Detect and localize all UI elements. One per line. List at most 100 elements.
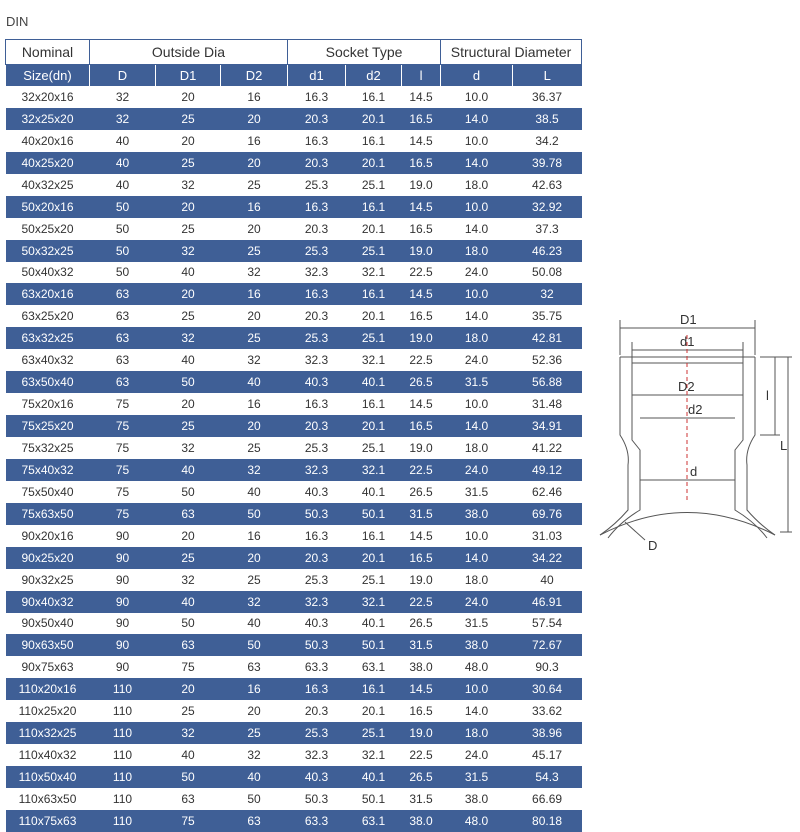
table-row: 40x25x20 40 25 20 20.3 20.1 16.5 14.0 39.78 (5, 151, 582, 174)
cell-D2: 40 (220, 480, 288, 503)
cell-d: 38.0 (440, 502, 513, 525)
cell-D: 110 (89, 809, 156, 832)
cell-d: 14.0 (440, 217, 513, 240)
cell-D: 110 (89, 700, 156, 723)
cell-size: 110x75x63 (5, 809, 90, 832)
cell-d2: 20.1 (345, 217, 402, 240)
cell-d: 14.0 (440, 700, 513, 723)
cell-d1: 32.3 (287, 261, 346, 284)
cell-D: 90 (89, 590, 156, 613)
cell-d: 24.0 (440, 744, 513, 767)
cell-D: 50 (89, 195, 156, 218)
cell-D: 110 (89, 722, 156, 745)
cell-D2: 25 (220, 568, 288, 591)
cell-L: 69.76 (512, 502, 582, 525)
cell-D2: 20 (220, 107, 288, 130)
cell-l: 31.5 (401, 788, 441, 810)
table-row: 110x50x40 110 50 40 40.3 40.1 26.5 31.5 54.3 (5, 766, 582, 788)
cell-d1: 25.3 (287, 437, 346, 459)
cell-l: 14.5 (401, 524, 441, 547)
cell-D2: 32 (220, 458, 288, 481)
cell-d: 31.5 (440, 612, 513, 635)
cell-D2: 32 (220, 590, 288, 613)
cell-d1: 25.3 (287, 239, 346, 262)
body-right-inner (734, 357, 768, 539)
cell-d2: 16.1 (345, 283, 402, 306)
cell-d2: 20.1 (345, 151, 402, 174)
cell-D2: 20 (220, 217, 288, 240)
header-socket-type: Socket Type (286, 39, 442, 65)
cell-D2: 40 (220, 766, 288, 788)
table-row: 110x75x63 110 75 63 63.3 63.1 38.0 48.0 80.18 (5, 809, 582, 832)
table-row: 90x40x32 90 40 32 32.3 32.1 22.5 24.0 46.91 (5, 590, 582, 613)
header-structural-diameter: Structural Diameter (440, 39, 583, 65)
cell-d2: 32.1 (345, 744, 402, 767)
cell-d1: 63.3 (287, 656, 346, 679)
cell-D1: 40 (155, 261, 221, 284)
cell-D: 110 (89, 766, 156, 788)
cell-d1: 32.3 (287, 349, 346, 372)
cell-D2: 63 (220, 656, 288, 679)
cell-D2: 32 (220, 261, 288, 284)
cell-L: 42.63 (512, 173, 582, 196)
cell-d: 48.0 (440, 656, 513, 679)
cell-size: 32x25x20 (5, 107, 90, 130)
cell-l: 22.5 (401, 349, 441, 372)
col-d: d (440, 64, 513, 86)
cell-size: 63x50x40 (5, 371, 90, 394)
cell-l: 14.5 (401, 195, 441, 218)
cell-D1: 63 (155, 502, 221, 525)
cell-size: 50x40x32 (5, 261, 90, 284)
cell-D1: 25 (155, 305, 221, 328)
cell-d: 10.0 (440, 86, 513, 108)
cell-D2: 20 (220, 546, 288, 569)
table-row: 63x20x16 63 20 16 16.3 16.1 14.5 10.0 32 (5, 283, 582, 306)
cell-D: 90 (89, 568, 156, 591)
cell-D1: 40 (155, 590, 221, 613)
cell-d2: 25.1 (345, 327, 402, 350)
cell-D1: 32 (155, 239, 221, 262)
table-row: 75x40x32 75 40 32 32.3 32.1 22.5 24.0 49.12 (5, 458, 582, 481)
cell-d: 24.0 (440, 458, 513, 481)
cell-l: 16.5 (401, 546, 441, 569)
cell-L: 31.48 (512, 393, 582, 416)
cell-size: 110x40x32 (5, 744, 90, 767)
col-D2: D2 (220, 64, 288, 86)
cell-D1: 32 (155, 437, 221, 459)
cell-d1: 16.3 (287, 678, 346, 701)
cell-d2: 20.1 (345, 305, 402, 328)
table-row: 40x20x16 40 20 16 16.3 16.1 14.5 10.0 34.2 (5, 129, 582, 152)
cell-l: 26.5 (401, 766, 441, 788)
cell-D: 63 (89, 371, 156, 394)
cell-d: 18.0 (440, 239, 513, 262)
cell-size: 90x20x16 (5, 524, 90, 547)
table-row: 110x63x50 110 63 50 50.3 50.1 31.5 38.0 66.69 (5, 788, 582, 810)
label-D: D (648, 538, 657, 553)
cell-d1: 32.3 (287, 458, 346, 481)
cell-D2: 16 (220, 393, 288, 416)
cell-D: 32 (89, 107, 156, 130)
cell-d1: 20.3 (287, 107, 346, 130)
label-d2: d2 (688, 402, 702, 417)
cell-d: 31.5 (440, 371, 513, 394)
cell-l: 26.5 (401, 480, 441, 503)
cell-d2: 16.1 (345, 129, 402, 152)
cell-D1: 32 (155, 722, 221, 745)
cell-d1: 16.3 (287, 283, 346, 306)
cell-d2: 20.1 (345, 107, 402, 130)
table-row: 63x32x25 63 32 25 25.3 25.1 19.0 18.0 42.81 (5, 327, 582, 350)
cell-D: 32 (89, 86, 156, 108)
cell-size: 63x40x32 (5, 349, 90, 372)
cell-L: 40 (512, 568, 582, 591)
cell-d2: 20.1 (345, 700, 402, 723)
cell-size: 63x25x20 (5, 305, 90, 328)
cell-D2: 20 (220, 151, 288, 174)
cell-D1: 25 (155, 151, 221, 174)
table-row: 50x40x32 50 40 32 32.3 32.1 22.5 24.0 50.08 (5, 261, 582, 284)
cell-d2: 40.1 (345, 480, 402, 503)
cell-d: 38.0 (440, 634, 513, 657)
col-l: l (400, 64, 441, 86)
cell-d1: 20.3 (287, 700, 346, 723)
cell-d1: 40.3 (287, 612, 346, 635)
cell-D: 75 (89, 458, 156, 481)
